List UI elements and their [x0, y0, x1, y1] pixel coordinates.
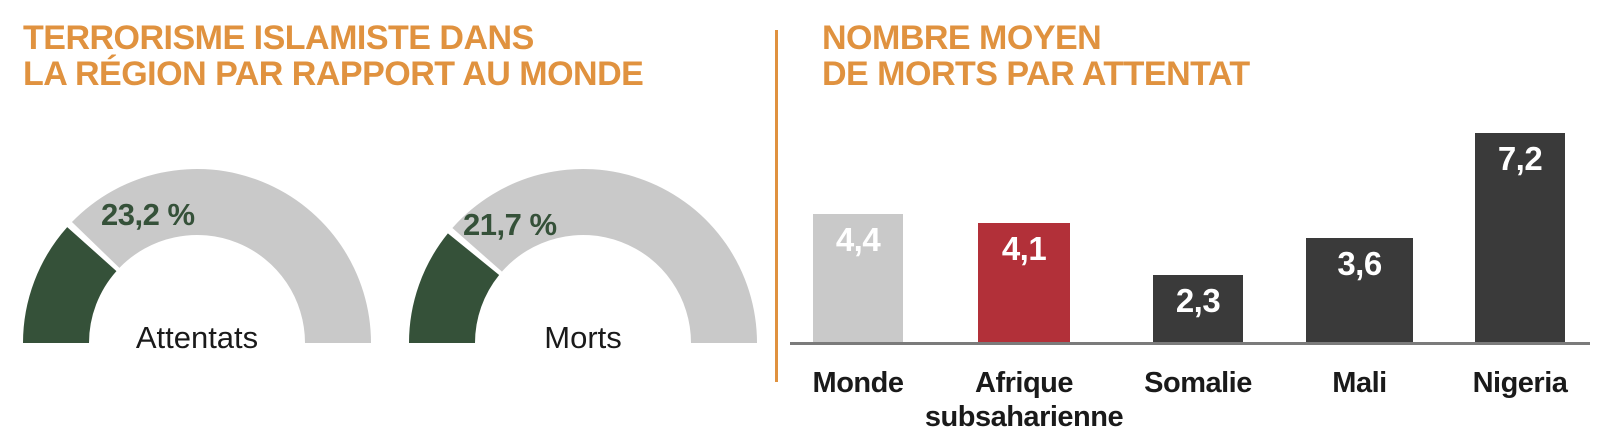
gauge-0-value-arc [23, 227, 117, 343]
bar-somalie: 2,3 [1153, 275, 1243, 342]
right-panel-title: NOMBRE MOYEN DE MORTS PAR ATTENTAT [822, 20, 1250, 92]
gauge-1-value-arc [409, 233, 500, 343]
left-title-line-1: TERRORISME ISLAMISTE DANS [23, 19, 534, 57]
bar-value-label: 4,4 [835, 221, 881, 258]
bar-category-label: Nigeria [1472, 367, 1568, 399]
bar-monde: 4,4 [813, 214, 903, 342]
gauges-svg [23, 168, 757, 343]
bar-value-label: 2,3 [1175, 282, 1221, 319]
bar-mali: 3,6 [1306, 238, 1413, 342]
bar-category-label: Afrique subsaharienne [924, 367, 1124, 433]
bar-value-label: 7,2 [1497, 140, 1543, 177]
bar-nigeria: 7,2 [1475, 133, 1565, 342]
bar-category-label: Somalie [1144, 367, 1252, 399]
gauge-0-value-label: 23,2 % [101, 197, 195, 232]
bar-category-label: Monde [812, 367, 904, 399]
left-title-line-2: LA RÉGION PAR RAPPORT AU MONDE [23, 55, 644, 93]
x-axis-line [790, 342, 1590, 345]
bar-category-label: Mali [1332, 367, 1387, 399]
right-title-line-2: DE MORTS PAR ATTENTAT [822, 55, 1250, 93]
bar-afrique-subsaharienne: 4,1 [978, 223, 1070, 342]
left-panel-title: TERRORISME ISLAMISTE DANS LA RÉGION PAR … [23, 19, 644, 93]
gauge-0-title: Attentats [135, 320, 259, 355]
gauge-1-rest-arc [452, 168, 757, 343]
gauge-1-value-label: 21,7 % [463, 207, 557, 242]
right-title-line-1: NOMBRE MOYEN [822, 19, 1102, 57]
bar-value-label: 4,1 [1001, 230, 1047, 267]
section-divider [775, 30, 778, 382]
gauge-1-title: Morts [544, 320, 622, 355]
gauge-0-rest-arc [71, 169, 372, 343]
bar-value-label: 3,6 [1337, 245, 1382, 282]
